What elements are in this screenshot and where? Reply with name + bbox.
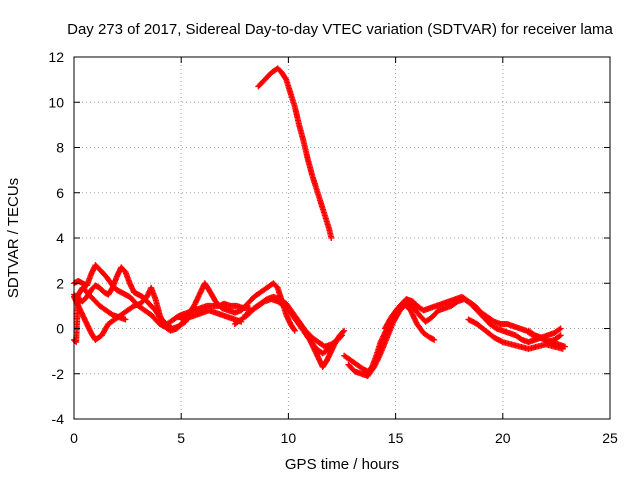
data-point [556,326,563,333]
gridlines [74,57,610,419]
y-tick-label: 2 [56,275,64,291]
data-points [71,65,568,380]
data-point [556,333,563,340]
y-tick-label: 4 [56,230,64,246]
data-point [559,345,566,352]
x-tick-label: 25 [602,430,618,446]
data-point [340,328,347,335]
data-point [291,327,298,334]
x-axis-label: GPS time / hours [285,456,399,473]
x-tick-label: 0 [70,430,78,446]
y-tick-label: 0 [56,321,64,337]
y-tick-label: 10 [48,94,64,110]
x-tick-label: 5 [177,430,185,446]
series-track-10 [345,296,564,380]
series-track-high-arc [255,65,335,241]
series-track-11 [381,300,438,343]
series-track-13 [525,327,564,346]
y-tick-label: 12 [48,49,64,65]
y-tick-label: -2 [52,366,65,382]
x-tick-label: 10 [281,430,297,446]
data-point [328,235,335,241]
data-point [122,316,129,323]
y-tick-label: 6 [56,185,64,201]
series-track-3 [71,284,245,343]
data-point [341,327,348,334]
x-tick-label: 20 [495,430,511,446]
series-track-12 [465,316,566,352]
data-point [557,332,564,339]
data-point [291,326,298,333]
y-tick-label: 8 [56,140,64,156]
y-axis-label: SDTVAR / TECUs [5,178,22,298]
axis-ticks: 0 5 10 15 20 25 -4 -2 0 2 4 6 8 10 12 [48,49,618,446]
x-tick-label: 15 [388,430,404,446]
data-point [557,325,564,332]
data-point [431,336,438,343]
chart-title: Day 273 of 2017, Sidereal Day-to-day VTE… [67,21,613,38]
y-tick-label: -4 [52,411,65,427]
series-track-8 [302,327,348,370]
